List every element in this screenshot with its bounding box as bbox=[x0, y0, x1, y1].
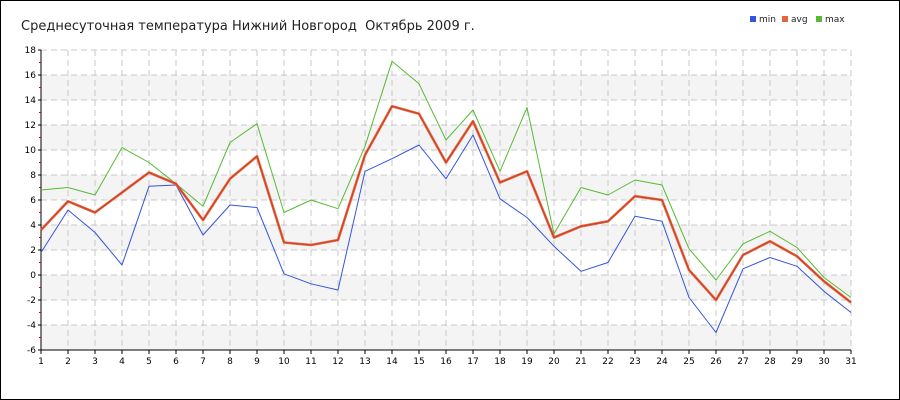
grid-band bbox=[41, 225, 851, 250]
x-tick-label: 20 bbox=[548, 357, 560, 367]
series-line-avg-core bbox=[40, 105, 852, 303]
legend-label-avg: avg bbox=[791, 15, 808, 25]
x-tick-label: 13 bbox=[359, 357, 370, 367]
y-tick-label: 12 bbox=[25, 121, 36, 131]
y-tick-label: -2 bbox=[27, 296, 36, 306]
x-tick-label: 11 bbox=[305, 357, 316, 367]
x-tick-label: 9 bbox=[254, 357, 260, 367]
chart-title: Среднесуточная температура Нижний Новгор… bbox=[21, 19, 475, 34]
x-tick-label: 6 bbox=[173, 357, 179, 367]
grid-band bbox=[41, 125, 851, 150]
x-tick-label: 1 bbox=[38, 357, 44, 367]
x-tick-label: 30 bbox=[818, 357, 830, 367]
x-tick-label: 21 bbox=[575, 357, 586, 367]
x-tick-label: 29 bbox=[791, 357, 803, 367]
y-tick-label: 6 bbox=[30, 196, 36, 206]
y-tick-label: 2 bbox=[30, 246, 36, 256]
legend-swatch-min bbox=[750, 15, 756, 22]
x-tick-label: 24 bbox=[656, 357, 668, 367]
x-tick-label: 5 bbox=[146, 357, 152, 367]
legend-item-max: max bbox=[816, 15, 845, 25]
x-tick-label: 8 bbox=[227, 357, 233, 367]
x-tick-label: 18 bbox=[494, 357, 506, 367]
legend-item-min: min bbox=[750, 15, 776, 25]
x-tick-label: 2 bbox=[65, 357, 71, 367]
y-tick-label: 10 bbox=[25, 146, 37, 156]
y-tick-label: 16 bbox=[25, 71, 37, 81]
x-tick-label: 10 bbox=[278, 357, 290, 367]
x-tick-label: 12 bbox=[332, 357, 343, 367]
y-tick-label: 0 bbox=[30, 271, 36, 281]
legend-item-avg: avg bbox=[782, 15, 808, 25]
x-tick-label: 22 bbox=[602, 357, 613, 367]
x-tick-label: 19 bbox=[521, 357, 533, 367]
x-tick-label: 23 bbox=[629, 357, 640, 367]
x-tick-label: 27 bbox=[737, 357, 748, 367]
y-tick-label: 4 bbox=[30, 221, 36, 231]
x-tick-label: 4 bbox=[119, 357, 125, 367]
legend-swatch-avg bbox=[782, 15, 788, 22]
legend-swatch-max bbox=[816, 15, 822, 22]
legend-label-min: min bbox=[759, 15, 776, 25]
x-tick-label: 25 bbox=[683, 357, 694, 367]
x-tick-label: 17 bbox=[467, 357, 478, 367]
grid-band bbox=[41, 75, 851, 100]
x-tick-label: 15 bbox=[413, 357, 424, 367]
x-tick-label: 7 bbox=[200, 357, 206, 367]
x-tick-label: 3 bbox=[92, 357, 98, 367]
y-tick-label: 18 bbox=[25, 46, 37, 56]
x-tick-label: 16 bbox=[440, 357, 452, 367]
x-tick-label: 26 bbox=[710, 357, 722, 367]
y-tick-label: -4 bbox=[27, 321, 36, 331]
x-tick-label: 31 bbox=[845, 357, 856, 367]
grid-band bbox=[41, 325, 851, 350]
x-tick-label: 28 bbox=[764, 357, 776, 367]
y-tick-label: 14 bbox=[25, 96, 37, 106]
legend-label-max: max bbox=[825, 15, 845, 25]
y-tick-label: 8 bbox=[30, 171, 36, 181]
y-tick-label: -6 bbox=[27, 346, 36, 356]
x-tick-label: 14 bbox=[386, 357, 398, 367]
